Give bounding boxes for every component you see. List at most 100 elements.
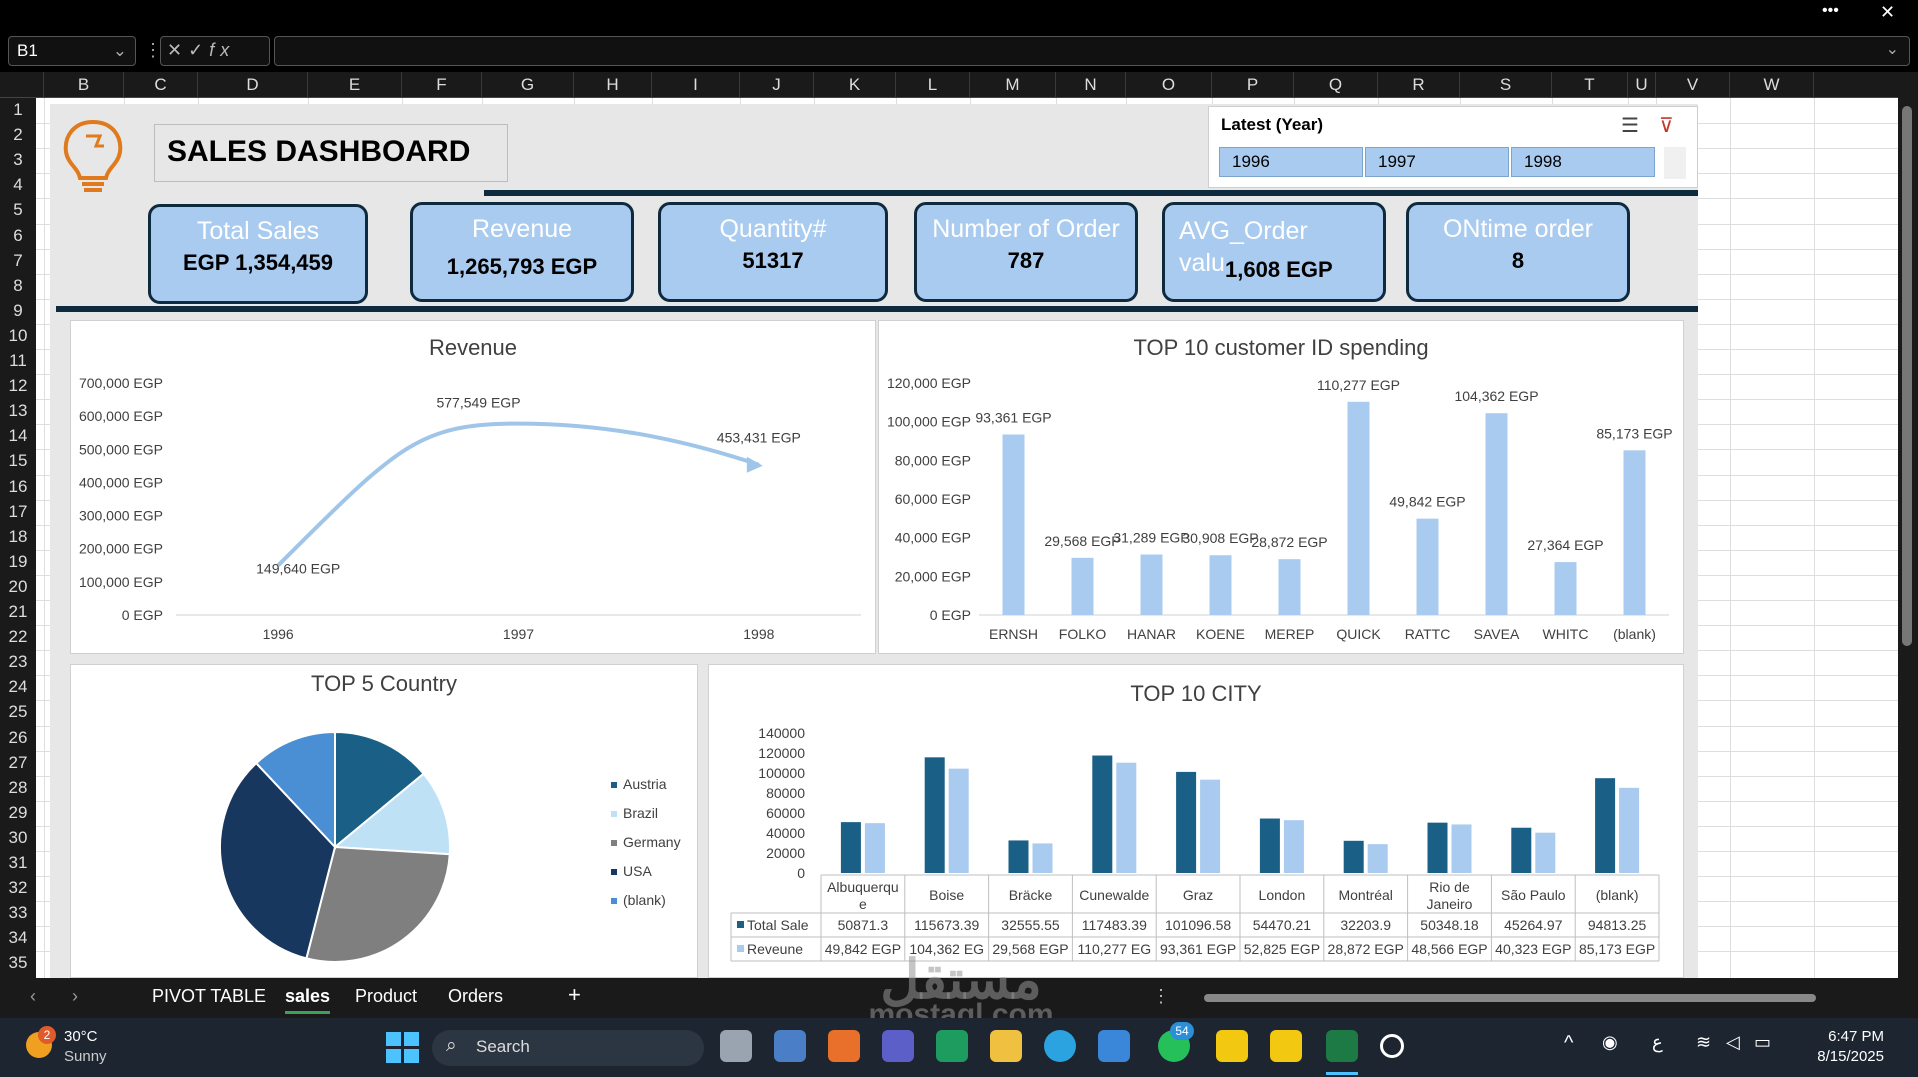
- more-options-button[interactable]: •••: [1822, 2, 1839, 19]
- column-header-b[interactable]: B: [44, 72, 124, 98]
- year-slicer[interactable]: Latest (Year) ☰ ⊽ 1996 1997 1998: [1208, 106, 1698, 188]
- multi-select-icon[interactable]: ☰: [1621, 115, 1639, 137]
- column-header-s[interactable]: S: [1460, 72, 1552, 98]
- column-header-q[interactable]: Q: [1294, 72, 1378, 98]
- vertical-scrollbar[interactable]: [1898, 72, 1918, 978]
- copilot-icon[interactable]: [828, 1030, 860, 1062]
- row-header-34[interactable]: 34: [8, 928, 28, 948]
- more-vertical-icon[interactable]: ⋮: [1152, 986, 1170, 1006]
- name-box[interactable]: B1 ⌄: [8, 36, 136, 66]
- row-header-30[interactable]: 30: [8, 827, 28, 847]
- row-header-26[interactable]: 26: [8, 727, 28, 747]
- row-header-25[interactable]: 25: [8, 702, 28, 722]
- column-header-w[interactable]: W: [1730, 72, 1814, 98]
- excel-icon[interactable]: [1326, 1030, 1358, 1062]
- column-header-k[interactable]: K: [814, 72, 896, 98]
- tab-product[interactable]: Product: [355, 986, 418, 1006]
- column-header-t[interactable]: T: [1552, 72, 1628, 98]
- clear-filter-icon[interactable]: ⊽: [1659, 115, 1674, 137]
- row-header-31[interactable]: 31: [8, 853, 28, 872]
- tab-pivot-table[interactable]: PIVOT TABLE: [152, 986, 267, 1006]
- slicer-item-1997[interactable]: 1997: [1365, 147, 1509, 177]
- insert-function-button[interactable]: fx: [209, 40, 236, 60]
- prev-sheet-icon[interactable]: ‹: [30, 986, 36, 1006]
- column-header-r[interactable]: R: [1378, 72, 1460, 98]
- row-header-27[interactable]: 27: [8, 752, 28, 772]
- power-bi-desktop-icon[interactable]: [1270, 1030, 1302, 1062]
- row-header-4[interactable]: 4: [13, 175, 23, 195]
- close-button[interactable]: ✕: [1880, 2, 1896, 22]
- tab-orders[interactable]: Orders: [448, 986, 504, 1006]
- teams-icon[interactable]: [882, 1030, 914, 1062]
- column-header-l[interactable]: L: [896, 72, 970, 98]
- top10-customer-chart[interactable]: TOP 10 customer ID spending 0 EGP 20,000 …: [878, 320, 1684, 654]
- row-header-24[interactable]: 24: [8, 677, 28, 697]
- row-header-11[interactable]: 11: [9, 351, 27, 370]
- top10-city-chart[interactable]: TOP 10 CITY 0 20000 40000 60000 80000 100000 1…: [708, 664, 1684, 978]
- mail-icon[interactable]: [1098, 1030, 1130, 1062]
- column-header-v[interactable]: V: [1656, 72, 1730, 98]
- row-header-13[interactable]: 13: [8, 401, 28, 421]
- row-header-29[interactable]: 29: [8, 802, 28, 822]
- volume-icon[interactable]: ◁: [1726, 1032, 1740, 1052]
- column-header-h[interactable]: H: [574, 72, 652, 98]
- scrollbar-thumb[interactable]: [1902, 106, 1912, 646]
- column-header-p[interactable]: P: [1212, 72, 1294, 98]
- column-header-i[interactable]: I: [652, 72, 740, 98]
- row-header-1[interactable]: 1: [13, 100, 23, 119]
- cortana-icon[interactable]: [1380, 1034, 1404, 1058]
- column-header-o[interactable]: O: [1126, 72, 1212, 98]
- column-header-j[interactable]: J: [740, 72, 814, 98]
- row-header-6[interactable]: 6: [13, 225, 23, 245]
- row-header-32[interactable]: 32: [8, 878, 28, 898]
- revenue-chart[interactable]: Revenue 0 EGP 100,000 EGP 200,000 EGP 300,0…: [70, 320, 876, 654]
- enter-icon[interactable]: ✓: [188, 40, 210, 60]
- column-header-f[interactable]: F: [402, 72, 482, 98]
- row-header-17[interactable]: 17: [8, 501, 28, 521]
- taskbar-search[interactable]: ⌕ Search: [432, 1030, 704, 1066]
- row-header-5[interactable]: 5: [13, 200, 23, 220]
- telegram-icon[interactable]: [1044, 1030, 1076, 1062]
- column-header-m[interactable]: M: [970, 72, 1056, 98]
- edge-icon[interactable]: [936, 1030, 968, 1062]
- column-header-d[interactable]: D: [198, 72, 308, 98]
- row-header-35[interactable]: 35: [8, 953, 28, 973]
- slicer-item-1998[interactable]: 1998: [1511, 147, 1655, 177]
- expand-formula-icon[interactable]: ⌄: [1885, 41, 1899, 58]
- photos-app-icon[interactable]: [774, 1030, 806, 1062]
- column-header-a[interactable]: [36, 72, 44, 98]
- top5-country-chart[interactable]: TOP 5 Country Austria Brazil Germany USA (bl…: [70, 664, 698, 978]
- file-explorer-icon[interactable]: [990, 1030, 1022, 1062]
- row-header-28[interactable]: 28: [8, 777, 28, 797]
- row-header-12[interactable]: 12: [8, 376, 28, 396]
- tab-sales[interactable]: sales: [285, 986, 331, 1014]
- formula-controls[interactable]: ✕✓fx: [160, 36, 270, 66]
- row-header-2[interactable]: 2: [13, 125, 23, 145]
- slicer-scrollbar[interactable]: [1664, 147, 1686, 179]
- column-header-n[interactable]: N: [1056, 72, 1126, 98]
- row-header-22[interactable]: 22: [8, 627, 28, 647]
- windows-start-icon[interactable]: [386, 1032, 420, 1064]
- task-view-icon[interactable]: [720, 1030, 752, 1062]
- row-header-9[interactable]: 9: [13, 300, 23, 320]
- horizontal-scrollbar[interactable]: [1204, 994, 1816, 1002]
- more-vertical-icon[interactable]: ⋮: [144, 40, 162, 60]
- chevron-down-icon[interactable]: ⌄: [112, 41, 127, 60]
- column-header-u[interactable]: U: [1628, 72, 1656, 98]
- row-header-16[interactable]: 16: [8, 476, 28, 496]
- slicer-item-1996[interactable]: 1996: [1219, 147, 1363, 177]
- row-header-15[interactable]: 15: [8, 451, 28, 471]
- power-bi-icon[interactable]: [1216, 1030, 1248, 1062]
- battery-icon[interactable]: ▭: [1754, 1032, 1772, 1052]
- weather-temp[interactable]: 30°C: [64, 1028, 98, 1045]
- row-header-8[interactable]: 8: [13, 275, 23, 295]
- formula-input[interactable]: ⌄: [274, 36, 1910, 66]
- row-header-19[interactable]: 19: [8, 551, 28, 571]
- app-tray-icon[interactable]: ◉: [1602, 1032, 1618, 1052]
- row-header-20[interactable]: 20: [8, 576, 28, 596]
- wifi-icon[interactable]: ≋: [1696, 1032, 1712, 1052]
- column-header-g[interactable]: G: [482, 72, 574, 98]
- chevron-up-icon[interactable]: ^: [1564, 1032, 1574, 1054]
- row-header-18[interactable]: 18: [8, 526, 28, 546]
- column-header-e[interactable]: E: [308, 72, 402, 98]
